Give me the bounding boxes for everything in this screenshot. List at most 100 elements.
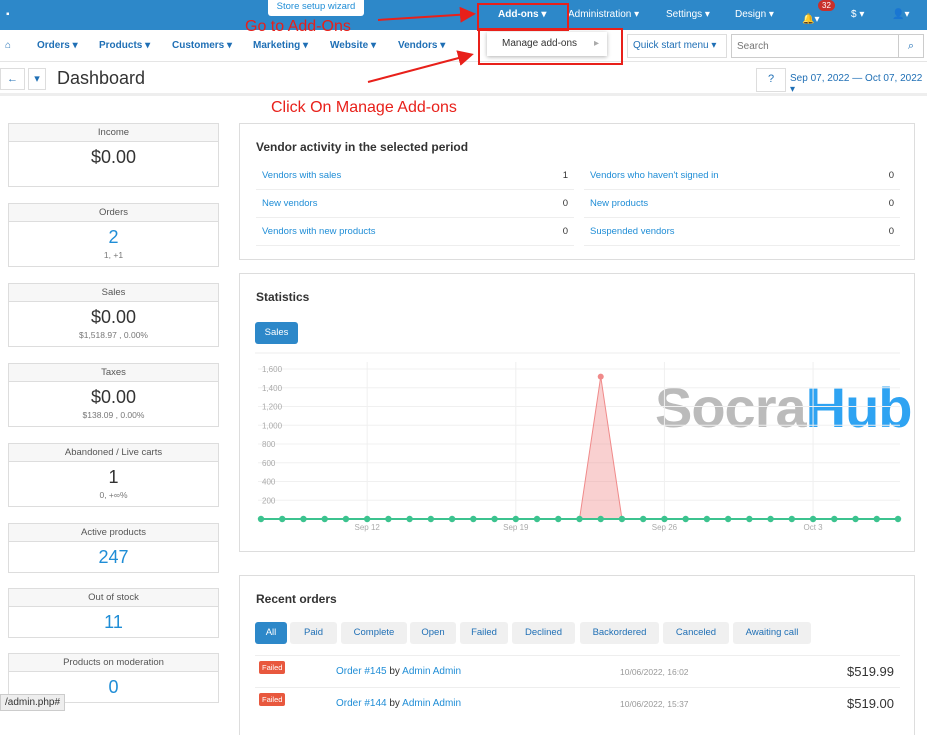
order-tab[interactable]: Paid bbox=[290, 622, 337, 644]
date-range-picker[interactable]: Sep 07, 2022 — Oct 07, 2022 ▾ bbox=[790, 73, 923, 95]
order-link[interactable]: Order #145 bbox=[336, 666, 387, 677]
recent-orders-title: Recent orders bbox=[256, 592, 337, 606]
user-icon[interactable]: 👤▾ bbox=[892, 9, 910, 20]
nav-marketing[interactable]: Marketing ▾ bbox=[253, 40, 309, 51]
page-header bbox=[0, 62, 927, 96]
stat-sub: $138.09 , 0.00% bbox=[82, 410, 145, 420]
manage-addons-label: Manage add-ons bbox=[502, 38, 578, 49]
top-bar: ▪ Store setup wizard Add-ons ▾ Administr… bbox=[0, 0, 927, 30]
notification-badge: 32 bbox=[818, 0, 835, 11]
stat-value: $0.00 bbox=[90, 147, 137, 167]
currency-menu[interactable]: $ ▾ bbox=[851, 9, 865, 20]
stat-value[interactable]: 0 bbox=[108, 677, 119, 697]
vendor-row-value: 0 bbox=[888, 170, 894, 181]
customer-link[interactable]: Admin Admin bbox=[402, 666, 462, 677]
settings-menu[interactable]: Settings ▾ bbox=[666, 9, 710, 20]
nav-website[interactable]: Website ▾ bbox=[330, 40, 376, 51]
vendor-row-value: 1 bbox=[562, 170, 568, 181]
vendor-row-value: 0 bbox=[888, 226, 894, 237]
stat-label: Orders bbox=[9, 204, 218, 222]
design-menu[interactable]: Design ▾ bbox=[735, 9, 774, 20]
tab-sales[interactable]: Sales bbox=[255, 322, 298, 344]
status-bar-url: /admin.php# bbox=[0, 694, 66, 711]
order-date: 10/06/2022, 16:02 bbox=[620, 667, 689, 677]
stat-value: 1 bbox=[108, 467, 119, 487]
status-badge: Failed bbox=[259, 693, 286, 706]
annotation-click-manage: Click On Manage Add-ons bbox=[271, 99, 457, 116]
order-total: $519.00 bbox=[847, 696, 894, 711]
highlight-box-addons bbox=[477, 3, 569, 31]
statistics-title: Statistics bbox=[256, 290, 310, 304]
vendor-row-label[interactable]: Vendors with sales bbox=[262, 170, 342, 181]
by-label: by bbox=[389, 698, 400, 709]
help-icon[interactable]: ? bbox=[756, 68, 786, 92]
administration-menu[interactable]: Administration ▾ bbox=[568, 9, 640, 20]
stat-card: Sales $0.00 $1,518.97 , 0.00% bbox=[8, 283, 219, 347]
stat-label: Sales bbox=[9, 284, 218, 302]
stat-card: Out of stock 11 bbox=[8, 588, 219, 638]
stat-card: Abandoned / Live carts 1 0, +∞% bbox=[8, 443, 219, 507]
stat-label: Income bbox=[9, 124, 218, 142]
stat-sub: 1, +1 bbox=[103, 250, 124, 260]
stat-sub: $1,518.97 , 0.00% bbox=[78, 330, 148, 340]
stat-value[interactable]: 247 bbox=[98, 547, 129, 567]
by-label: by bbox=[389, 666, 400, 677]
history-dropdown[interactable]: ▾ bbox=[28, 68, 46, 90]
quick-start-menu[interactable]: Quick start menu ▾ bbox=[627, 34, 727, 58]
stat-label: Taxes bbox=[9, 364, 218, 382]
order-tab[interactable]: Failed bbox=[460, 622, 508, 644]
nav-customers[interactable]: Customers ▾ bbox=[172, 40, 233, 51]
vendor-row-label[interactable]: Suspended vendors bbox=[590, 226, 675, 237]
vendor-row[interactable]: New vendors 0 bbox=[256, 190, 574, 218]
order-tab[interactable]: Awaiting call bbox=[733, 622, 811, 644]
page-title: Dashboard bbox=[57, 68, 146, 88]
stat-value: $0.00 bbox=[90, 387, 137, 407]
nav-products[interactable]: Products ▾ bbox=[99, 40, 151, 51]
order-total: $519.99 bbox=[847, 664, 894, 679]
addons-menu[interactable]: Add-ons ▾ bbox=[498, 9, 547, 20]
stat-value: $0.00 bbox=[90, 307, 137, 327]
store-setup-wizard-button[interactable]: Store setup wizard bbox=[268, 0, 364, 16]
manage-addons-item[interactable]: Manage add-ons ▸ bbox=[487, 32, 607, 56]
vendor-row[interactable]: Suspended vendors 0 bbox=[584, 218, 900, 246]
stat-card: Taxes $0.00 $138.09 , 0.00% bbox=[8, 363, 219, 427]
order-row: Failed Order #145 by Admin Admin 10/06/202… bbox=[255, 655, 900, 687]
customer-link[interactable]: Admin Admin bbox=[402, 698, 462, 709]
search-input[interactable] bbox=[731, 34, 899, 58]
order-row: Failed Order #144 by Admin Admin 10/06/202… bbox=[255, 687, 900, 719]
nav-orders[interactable]: Orders ▾ bbox=[37, 40, 78, 51]
order-date: 10/06/2022, 15:37 bbox=[620, 699, 689, 709]
vendor-row-value: 0 bbox=[562, 226, 568, 237]
status-badge: Failed bbox=[259, 661, 286, 674]
vendor-row[interactable]: Vendors with sales 1 bbox=[256, 162, 574, 190]
vendor-row-value: 0 bbox=[888, 198, 894, 209]
order-tab[interactable]: All bbox=[255, 622, 287, 644]
order-tab[interactable]: Open bbox=[410, 622, 456, 644]
vendor-row-value: 0 bbox=[562, 198, 568, 209]
order-tab[interactable]: Complete bbox=[341, 622, 407, 644]
highlight-box-manage bbox=[478, 28, 623, 65]
order-link[interactable]: Order #144 bbox=[336, 698, 387, 709]
bell-icon[interactable]: 🔔▾ bbox=[802, 14, 820, 25]
vendor-row[interactable]: Vendors who haven't signed in 0 bbox=[584, 162, 900, 190]
vendor-row-label[interactable]: Vendors with new products bbox=[262, 226, 376, 237]
stat-card: Products on moderation 0 bbox=[8, 653, 219, 703]
cart-icon[interactable]: ▪ bbox=[6, 9, 10, 20]
stat-card: Active products 247 bbox=[8, 523, 219, 573]
order-tab[interactable]: Canceled bbox=[663, 622, 729, 644]
nav-vendors[interactable]: Vendors ▾ bbox=[398, 40, 446, 51]
vendor-activity-panel: Vendor activity in the selected period V… bbox=[239, 123, 915, 260]
order-tab[interactable]: Declined bbox=[512, 622, 575, 644]
stat-value[interactable]: 2 bbox=[108, 227, 119, 247]
home-icon[interactable]: ⌂ bbox=[5, 40, 12, 51]
stat-label: Abandoned / Live carts bbox=[9, 444, 218, 462]
back-button[interactable]: ← bbox=[0, 68, 25, 90]
vendor-row-label[interactable]: New vendors bbox=[262, 198, 318, 209]
order-tab[interactable]: Backordered bbox=[580, 622, 659, 644]
search-button[interactable]: ⌕ bbox=[898, 34, 924, 58]
stat-value[interactable]: 11 bbox=[104, 612, 123, 632]
vendor-row-label[interactable]: Vendors who haven't signed in bbox=[590, 170, 719, 181]
vendor-row[interactable]: Vendors with new products 0 bbox=[256, 218, 574, 246]
vendor-row-label[interactable]: New products bbox=[590, 198, 649, 209]
vendor-row[interactable]: New products 0 bbox=[584, 190, 900, 218]
